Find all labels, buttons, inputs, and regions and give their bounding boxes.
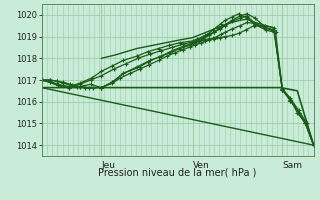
Text: Jeu: Jeu	[101, 161, 116, 170]
Text: Ven: Ven	[193, 161, 209, 170]
X-axis label: Pression niveau de la mer( hPa ): Pression niveau de la mer( hPa )	[99, 167, 257, 177]
Text: Sam: Sam	[282, 161, 302, 170]
